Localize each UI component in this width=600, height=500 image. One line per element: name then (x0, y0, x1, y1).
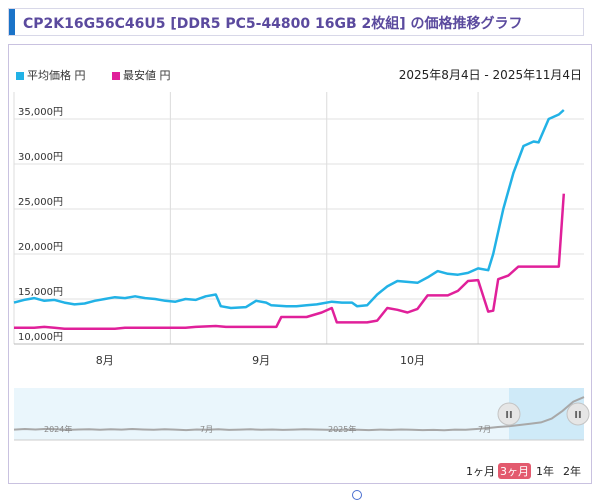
legend-label-min: 最安値 円 (123, 69, 171, 82)
navigator-label: 2025年 (328, 424, 356, 434)
y-tick-label: 30,000円 (18, 152, 63, 163)
y-tick-label: 35,000円 (18, 107, 63, 118)
navigator-handle-glyph: II (574, 410, 581, 421)
date-range-separator: - (480, 68, 493, 82)
y-tick-label: 25,000円 (18, 197, 63, 208)
series-line-avg (13, 109, 565, 310)
title-accent (9, 9, 15, 35)
navigator-label: 7月 (478, 425, 491, 434)
page-title: CP2K16G56C46U5 [DDR5 PC5-44800 16GB 2枚組]… (23, 16, 523, 32)
y-tick-label: 20,000円 (18, 242, 63, 253)
title-bar: CP2K16G56C46U5 [DDR5 PC5-44800 16GB 2枚組]… (8, 8, 584, 36)
navigator-handle-left[interactable] (497, 402, 521, 426)
y-tick-label: 10,000円 (18, 332, 63, 343)
help-icon[interactable] (352, 490, 362, 500)
range-button[interactable]: 3ヶ月 (498, 463, 531, 479)
legend-item-min[interactable]: 最安値 円 (112, 67, 171, 83)
date-range-start: 2025年8月4日 (398, 68, 481, 82)
navigator-label: 7月 (200, 425, 213, 434)
legend-item-avg[interactable]: 平均価格 円 (16, 67, 86, 83)
legend-swatch-avg (16, 72, 24, 80)
date-range: 2025年8月4日 - 2025年11月4日 (399, 66, 582, 83)
y-tick-label: 15,000円 (18, 287, 63, 298)
date-range-end: 2025年11月4日 (492, 68, 582, 82)
range-button[interactable]: 1年 (536, 465, 554, 478)
navigator-handle-glyph: II (505, 410, 512, 421)
x-tick-label: 9月 (252, 354, 270, 367)
navigator-label: 2024年 (44, 424, 72, 434)
range-button[interactable]: 2年 (563, 465, 581, 478)
navigator-line (13, 396, 585, 432)
x-tick-label: 10月 (400, 354, 425, 367)
navigator-handle-right[interactable] (566, 402, 590, 426)
x-tick-label: 8月 (96, 354, 114, 367)
navigator-background (14, 388, 584, 440)
range-button[interactable]: 1ヶ月 (466, 465, 495, 478)
legend-swatch-min (112, 72, 120, 80)
legend-label-avg: 平均価格 円 (27, 69, 86, 82)
series-line-min (14, 193, 566, 330)
